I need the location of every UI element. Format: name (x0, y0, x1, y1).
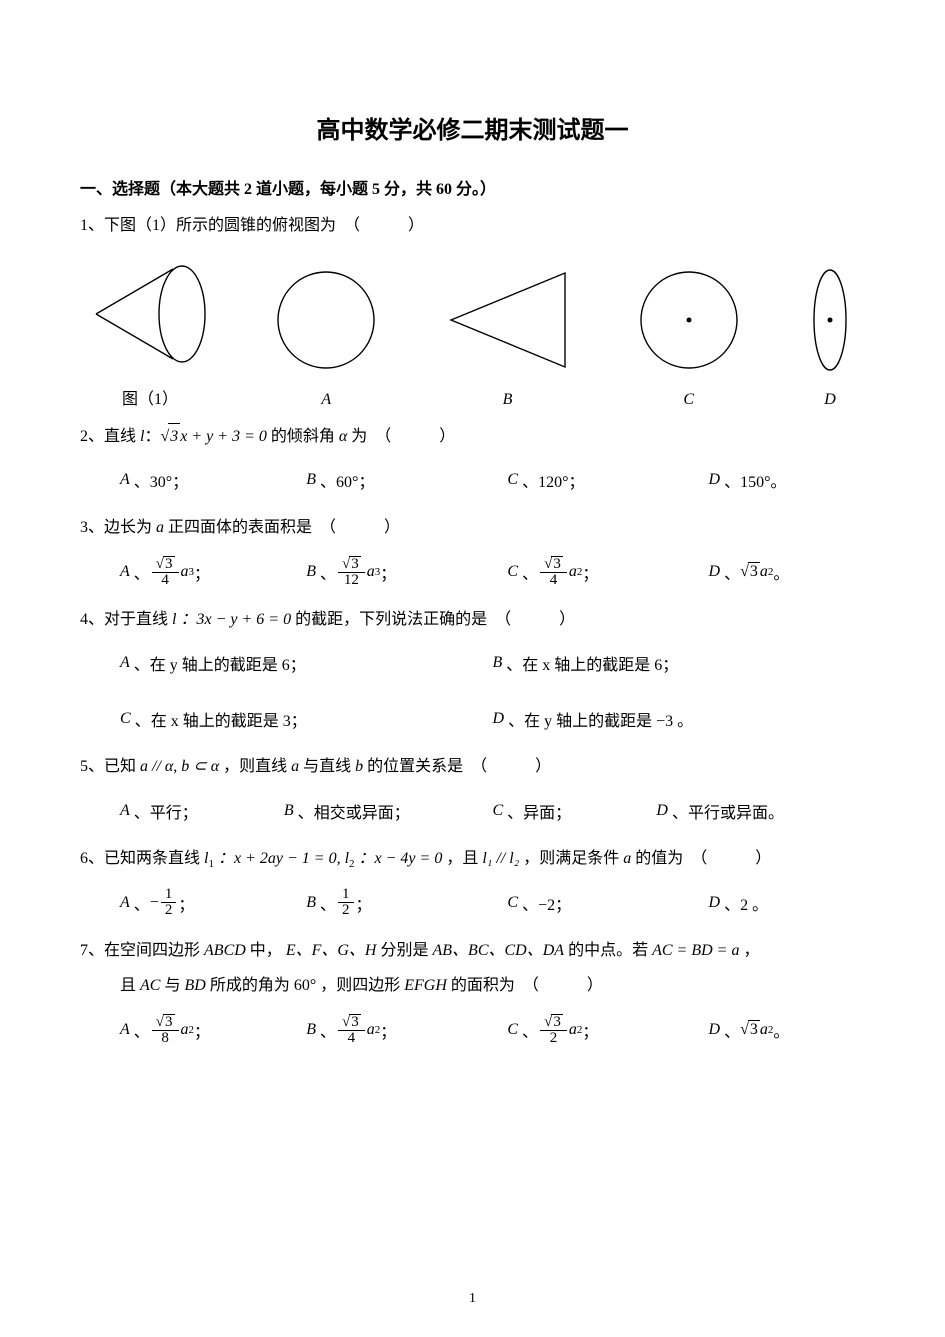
q7-line1: 7、在空间四边形 ABCD 中， E、F、G、H 分别是 AB、BC、CD、DA… (80, 938, 865, 964)
q2-optD: D、150°。 (709, 459, 865, 501)
q3-optD: D、 √3a2。 (709, 551, 865, 593)
q6-options: A、 − 12； B、 12； C、−2； D、2 。 (80, 882, 865, 924)
q1-stem: 1、下图（1）所示的圆锥的俯视图为 （ ） (80, 213, 865, 239)
q6-optB: B、 12； (306, 882, 507, 924)
circle-icon (271, 265, 381, 375)
q3-stem: 3、边长为 a 正四面体的表面积是 （ ） (80, 515, 865, 541)
q1-optB-fig: B (443, 265, 573, 409)
q7-options: A、 √38 a2； B、 √34 a2； C、 √32 a2； D、 √3a2… (80, 1009, 865, 1051)
q5-optC: C、异面； (492, 790, 656, 832)
q5-stem: 5、已知 a // α, b ⊂ α ，则直线 a 与直线 b 的位置关系是 （… (80, 754, 865, 780)
q4-optC: C、在 x 轴上的截距是 3； (120, 698, 493, 740)
q5-optD: D、平行或异面。 (656, 790, 865, 832)
q2-stem: 2、直线 l：√3x + y + 3 = 0 的倾斜角 α 为 （ ） (80, 423, 865, 450)
q7-line2: 且 AC 与 BD 所成的角为 60° ，则四边形 EFGH 的面积为 （ ） (80, 973, 865, 999)
q7-optB: B、 √34 a2； (306, 1009, 507, 1051)
q2-eq: x + y + 3 = 0 (180, 428, 267, 445)
q6-optA: A、 − 12； (120, 882, 306, 924)
page-number: 1 (0, 1291, 945, 1307)
ellipse-dot-icon (805, 265, 855, 375)
q4-stem: 4、对于直线 l ：3x − y + 6 = 0 的截距，下列说法正确的是 （ … (80, 607, 865, 633)
page-title: 高中数学必修二期末测试题一 (80, 110, 865, 145)
cone-icon (90, 259, 210, 369)
q3-optA: A、 √34 a3； (120, 551, 306, 593)
triangle-icon (443, 265, 573, 375)
q1-optB-label: B (503, 385, 513, 409)
q1-fig-label-1: 图（1） (122, 379, 178, 409)
q2-optA: A、30°； (120, 459, 306, 501)
q2-optC: C、120°； (507, 459, 708, 501)
q1-optC-fig: C (634, 265, 744, 409)
q4-optD: D、在 y 轴上的截距是 −3 。 (493, 698, 866, 740)
q3-a: 3、边长为 (80, 519, 152, 536)
q2-alpha: α (339, 428, 347, 445)
q4-optA: A、在 y 轴上的截距是 6； (120, 642, 493, 684)
q1-optD-label: D (824, 385, 836, 409)
q2-stem-c: 为 （ ） (351, 428, 455, 445)
q6-optC: C、−2； (507, 882, 708, 924)
q5-options: A、平行； B、相交或异面； C、异面； D、平行或异面。 (80, 790, 865, 832)
q3-optC: C、 √34 a2； (507, 551, 708, 593)
q2-sqrt: 3 (168, 423, 180, 450)
q2-options: A、30°； B、60°； C、120°； D、150°。 (80, 459, 865, 501)
q3-options: A、 √34 a3； B、 √312 a3； C、 √34 a2； D、 √3a… (80, 551, 865, 593)
q3-optB: B、 √312 a3； (306, 551, 507, 593)
circle-dot-icon (634, 265, 744, 375)
q7-optD: D、 √3a2。 (709, 1009, 865, 1051)
q7-optA: A、 √38 a2； (120, 1009, 306, 1051)
q7-optC: C、 √32 a2； (507, 1009, 708, 1051)
q1-optA-fig: A (271, 265, 381, 409)
q1-fig-cone: 图（1） (90, 259, 210, 409)
q6-optD: D、2 。 (709, 882, 865, 924)
q4-options: A、在 y 轴上的截距是 6； B、在 x 轴上的截距是 6； C、在 x 轴上… (80, 642, 865, 740)
q1-figures: 图（1） A B C (80, 249, 865, 409)
page: 高中数学必修二期末测试题一 一、选择题（本大题共 2 道小题，每小题 5 分，共… (0, 0, 945, 1337)
q3-b: 正四面体的表面积是 （ ） (168, 519, 400, 536)
q4-optB: B、在 x 轴上的截距是 6； (493, 642, 866, 684)
q2-colon: ： (144, 428, 160, 445)
q2-optB: B、60°； (306, 459, 507, 501)
q2-stem-a: 2、直线 (80, 428, 136, 445)
q1-optC-label: C (683, 385, 694, 409)
q3-var: a (156, 519, 164, 536)
section-heading: 一、选择题（本大题共 2 道小题，每小题 5 分，共 60 分。） (80, 175, 865, 199)
q1-optA-label: A (321, 385, 331, 409)
q5-optA: A、平行； (120, 790, 284, 832)
q6-stem: 6、已知两条直线 l1 ：x + 2ay − 1 = 0, l2 ：x − 4y… (80, 846, 865, 872)
q5-optB: B、相交或异面； (284, 790, 493, 832)
q1-optD-fig: D (805, 265, 855, 409)
q2-stem-b: 的倾斜角 (271, 428, 335, 445)
